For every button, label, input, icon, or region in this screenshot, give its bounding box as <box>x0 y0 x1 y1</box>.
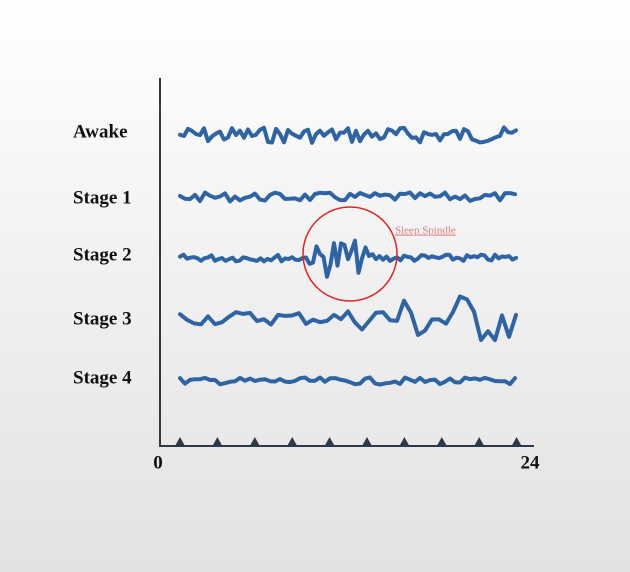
row-label: Stage 2 <box>73 244 132 265</box>
time-markers <box>175 437 522 446</box>
eeg-wave <box>178 190 517 204</box>
time-marker <box>249 437 260 446</box>
time-marker <box>436 437 447 446</box>
time-marker <box>474 437 485 446</box>
eeg-wave <box>178 294 518 343</box>
time-marker <box>212 437 223 446</box>
time-marker <box>287 437 298 446</box>
axis-start: 0 <box>153 452 163 473</box>
eeg-wave <box>178 238 518 279</box>
row-label: Stage 4 <box>73 367 132 388</box>
time-marker <box>362 437 372 446</box>
spindle-circle <box>302 206 398 302</box>
waves <box>178 125 518 387</box>
time-marker <box>324 437 335 446</box>
eeg-wave <box>178 125 518 145</box>
row-label: Awake <box>73 121 128 142</box>
row-label: Stage 3 <box>73 308 132 329</box>
eeg-wave <box>178 375 517 387</box>
row-label: Stage 1 <box>73 187 132 208</box>
time-marker <box>175 437 185 446</box>
annotation: Sleep Spindle <box>395 225 456 237</box>
axis-end: 24 <box>521 452 541 473</box>
time-marker <box>511 437 522 446</box>
time-marker <box>399 437 410 446</box>
